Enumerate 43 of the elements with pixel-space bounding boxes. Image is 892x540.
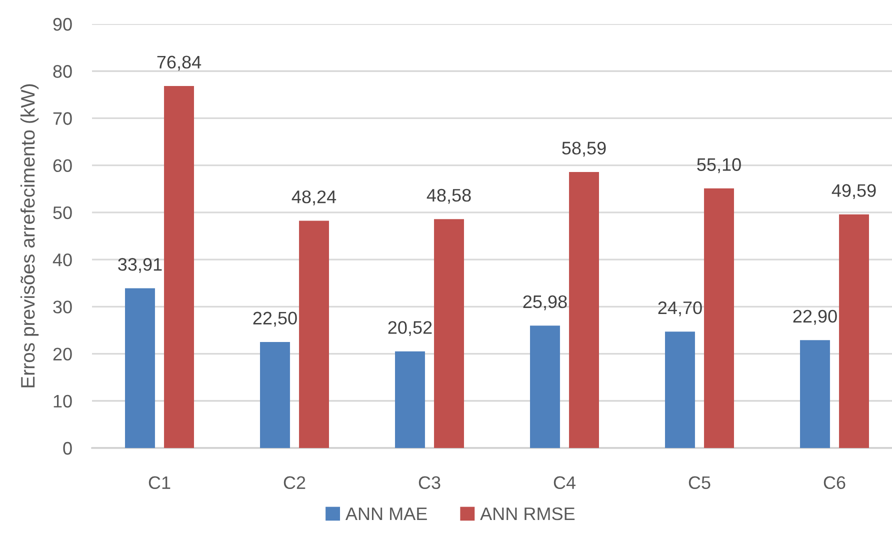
- y-tick-label: 60: [53, 159, 72, 172]
- y-tick-label: 0: [63, 442, 72, 455]
- y-tick-label: 90: [53, 18, 72, 31]
- bar: [299, 220, 329, 448]
- bar: [839, 214, 869, 448]
- data-label: 48,24: [292, 190, 336, 206]
- x-tick-label: C5: [688, 476, 710, 490]
- data-label: 55,10: [697, 158, 741, 174]
- bar: [665, 332, 695, 448]
- data-label: 48,58: [426, 188, 471, 204]
- data-label: 33,91: [118, 258, 162, 273]
- data-label: 49,59: [832, 184, 876, 200]
- data-label: 58,59: [562, 142, 606, 157]
- bar: [569, 172, 599, 448]
- x-tick-label: C2: [284, 476, 306, 490]
- data-label: 24,70: [658, 301, 702, 316]
- bar: [260, 342, 290, 448]
- data-label: 22,90: [793, 310, 837, 325]
- bar: [164, 86, 194, 448]
- y-tick-label: 30: [53, 300, 72, 314]
- bar: [800, 340, 830, 448]
- bar: [395, 351, 425, 448]
- y-tick-label: 50: [53, 206, 72, 220]
- data-label: 22,50: [253, 312, 297, 327]
- x-tick-label: C3: [418, 476, 440, 490]
- x-tick-label: C4: [554, 476, 576, 490]
- data-label: 20,52: [388, 321, 432, 336]
- y-axis-title: Erros previsões arrefecimento (kW): [20, 84, 39, 388]
- x-tick-label: C6: [824, 476, 846, 490]
- bar: [704, 188, 734, 448]
- y-tick-label: 10: [54, 394, 72, 408]
- bar: [125, 288, 155, 448]
- bar: [434, 219, 464, 448]
- bar: [530, 326, 560, 448]
- legend-label: ANN MAE: [345, 508, 427, 520]
- y-tick-label: 20: [53, 348, 72, 360]
- x-tick-label: C1: [148, 476, 170, 490]
- y-tick-label: 80: [53, 65, 72, 78]
- legend-label: ANN RMSE: [480, 507, 575, 520]
- y-tick-label: 40: [52, 253, 72, 266]
- data-label: 76,84: [157, 56, 202, 71]
- y-tick-label: 70: [53, 112, 72, 125]
- data-label: 25,98: [523, 295, 567, 310]
